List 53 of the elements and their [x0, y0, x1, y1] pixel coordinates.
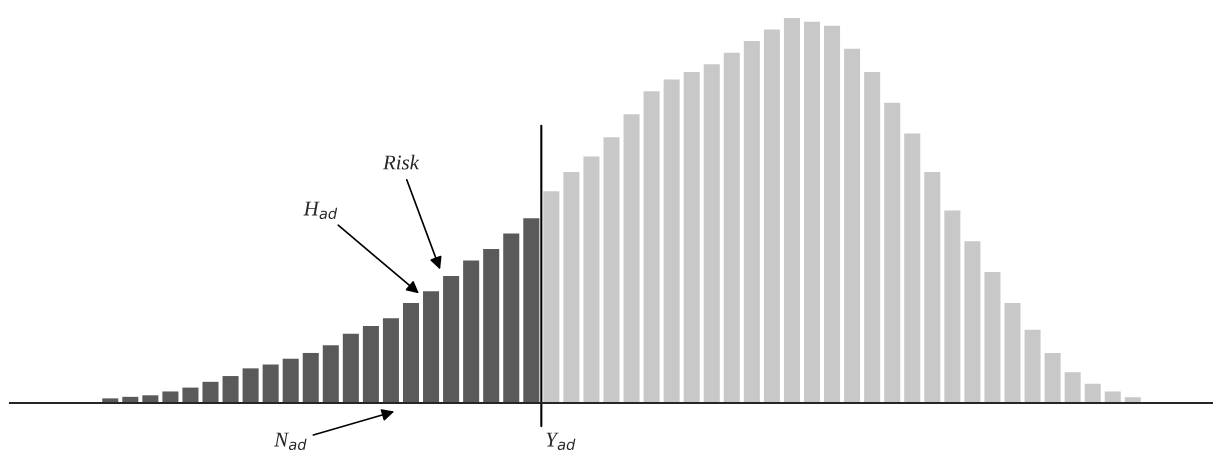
bar	[182, 387, 199, 403]
bar	[162, 391, 179, 403]
bar	[543, 191, 560, 403]
bar	[904, 133, 921, 403]
bar	[483, 249, 500, 403]
bar	[964, 241, 981, 403]
bar	[643, 91, 660, 403]
bar	[322, 345, 339, 403]
annotation: Risk	[382, 154, 420, 170]
bar	[282, 358, 299, 403]
bar	[783, 18, 800, 403]
bar	[262, 364, 279, 403]
bar	[944, 210, 961, 403]
bar	[824, 25, 841, 403]
text: Y$_{ad}$	[546, 432, 576, 451]
bar	[924, 172, 941, 403]
bar	[984, 272, 1001, 403]
bar	[1104, 391, 1121, 403]
bar	[743, 41, 760, 403]
bar	[362, 326, 379, 403]
bar	[583, 156, 600, 403]
bar	[803, 21, 821, 403]
bar	[563, 172, 580, 403]
bar	[844, 48, 861, 403]
bar	[703, 64, 720, 403]
bar	[603, 137, 620, 403]
bar	[864, 71, 881, 403]
bar	[423, 291, 440, 403]
bar	[463, 260, 480, 403]
bar	[1044, 352, 1061, 403]
bar	[1064, 372, 1081, 403]
bar	[683, 71, 700, 403]
bar	[242, 368, 259, 403]
bar	[623, 114, 640, 403]
bar	[402, 302, 420, 403]
bar	[663, 79, 680, 403]
bar	[763, 29, 780, 403]
annotation: H$_{ad}$	[303, 201, 338, 220]
bar	[443, 275, 460, 403]
bar	[222, 376, 239, 403]
bar	[884, 102, 901, 403]
bar	[723, 52, 740, 403]
text: N$_{ad}$	[274, 432, 307, 451]
bar	[382, 318, 399, 403]
bar	[302, 352, 319, 403]
bar	[1084, 383, 1101, 403]
bar	[1004, 302, 1021, 403]
bar	[1024, 329, 1041, 403]
bar	[503, 233, 520, 403]
bar	[202, 381, 219, 403]
bar	[342, 333, 359, 403]
bar	[142, 395, 159, 403]
bar	[523, 218, 540, 403]
